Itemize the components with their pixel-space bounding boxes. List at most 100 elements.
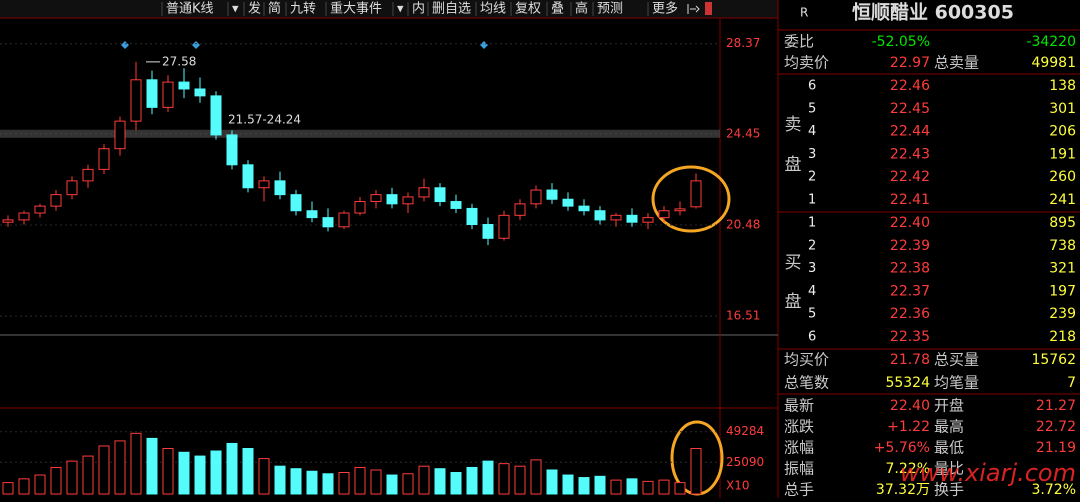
candle-body — [530, 189, 542, 205]
value: 55324 — [885, 375, 930, 391]
label: 均买价 — [784, 351, 829, 369]
volume-bar — [146, 437, 158, 495]
value: 3.72% — [1032, 482, 1076, 498]
candle-body — [130, 79, 142, 122]
candle-body — [242, 164, 254, 189]
volume: 191 — [1049, 146, 1076, 162]
volume-bar — [434, 468, 446, 495]
candle-body — [386, 194, 398, 205]
level: 5 — [808, 307, 816, 322]
volume-bar — [226, 442, 238, 495]
side-label: 买 — [785, 253, 802, 273]
icon — [687, 4, 700, 14]
price: 22.37 — [890, 283, 930, 299]
candle-body — [82, 168, 94, 182]
volume-bar — [402, 473, 414, 495]
value: 22.97 — [890, 55, 930, 71]
candle-body — [306, 210, 318, 219]
stock-title: 恒顺醋业 600305 — [852, 1, 1014, 24]
y-tick-label: 24.45 — [726, 126, 760, 140]
volume-bar — [194, 455, 206, 495]
level: 2 — [808, 238, 816, 253]
value: 22.40 — [890, 398, 930, 414]
volume-bar — [418, 465, 430, 495]
y-tick-label: 49284 — [726, 424, 764, 438]
volume-bar — [482, 460, 494, 495]
volume-bar — [498, 463, 510, 495]
volume-bar — [178, 451, 190, 495]
candle-body — [50, 194, 62, 207]
event-marker — [121, 41, 488, 49]
toolbar-button: 叠 — [551, 2, 564, 17]
candle-body — [194, 88, 206, 97]
candle-body — [434, 187, 446, 203]
candle-body — [162, 81, 174, 108]
value: 49981 — [1031, 55, 1076, 71]
volume: 895 — [1049, 215, 1076, 231]
candle-body — [546, 189, 558, 200]
volume-bar — [306, 470, 318, 495]
value: 37.32万 — [876, 482, 930, 498]
price: 22.39 — [890, 238, 930, 254]
volume-bar — [66, 460, 78, 495]
watermark: www.xiarj.com — [900, 459, 1076, 487]
value: 21.78 — [890, 352, 930, 368]
candle-body — [658, 210, 670, 219]
candle-body — [482, 224, 494, 239]
value: +1.22 — [887, 419, 930, 435]
candle-body — [642, 217, 654, 223]
candle-body — [322, 217, 334, 228]
candle-body — [562, 198, 574, 207]
candle-body — [290, 194, 302, 212]
volume-bar — [354, 466, 366, 495]
volume-bar — [450, 472, 462, 495]
candle-body — [18, 212, 30, 221]
price: 22.40 — [890, 215, 930, 231]
volume-bar — [114, 440, 126, 495]
flag: R — [800, 6, 808, 20]
candle-body — [98, 148, 110, 170]
value: +5.76% — [874, 440, 930, 456]
volume-bar — [322, 473, 334, 495]
volume: 138 — [1049, 78, 1076, 94]
volume-bar — [34, 474, 46, 495]
candle-body — [274, 180, 286, 196]
label: 量比 — [934, 460, 964, 478]
value: 22.72 — [1036, 419, 1076, 435]
level: 5 — [808, 101, 816, 116]
label: 均笔量 — [934, 374, 979, 392]
volume-bar — [642, 480, 654, 495]
toolbar — [0, 0, 778, 18]
volume: 321 — [1049, 261, 1076, 277]
level: 3 — [808, 147, 816, 162]
label: 涨跌 — [784, 418, 814, 436]
label: 最低 — [934, 439, 964, 457]
volume: 260 — [1049, 169, 1076, 185]
level: 3 — [808, 261, 816, 276]
volume-bar — [610, 479, 622, 495]
volume: 241 — [1049, 192, 1076, 208]
volume-bar — [530, 459, 542, 495]
y-tick-label: 16.51 — [726, 309, 760, 323]
price: 22.42 — [890, 169, 930, 185]
level: 4 — [808, 284, 816, 299]
volume-bar — [578, 477, 590, 495]
candle-body — [2, 219, 14, 223]
candle-body — [578, 205, 590, 212]
candle-body — [402, 196, 414, 205]
price: 22.46 — [890, 78, 930, 94]
volume-bar — [258, 458, 270, 495]
volume: 218 — [1049, 329, 1076, 345]
candle-body — [626, 214, 638, 223]
toolbar-button: 更多 — [652, 1, 678, 17]
label: 总手 — [784, 481, 814, 499]
volume-bar — [338, 472, 350, 495]
volume-bar — [82, 455, 94, 495]
candle-body — [466, 207, 478, 226]
range-band — [0, 129, 720, 138]
label: 最高 — [934, 418, 964, 436]
volume-bar — [562, 474, 574, 495]
volume: 206 — [1049, 124, 1076, 140]
axis-unit: X10 — [726, 479, 750, 493]
